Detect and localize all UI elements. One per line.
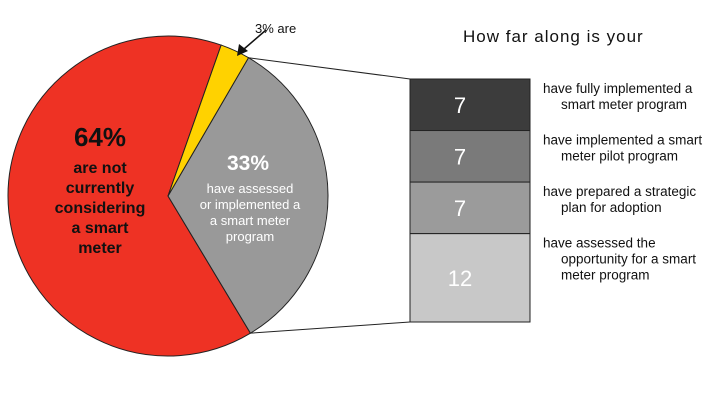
chart-title: How far along is your xyxy=(463,27,644,46)
pie: 64% are not currently considering a smart met… xyxy=(7,21,329,357)
breakdown-description-line: opportunity for a smart xyxy=(561,252,696,267)
breakdown-description-line: have prepared a strategic xyxy=(543,184,696,199)
breakdown-description-line: smart meter program xyxy=(561,97,687,112)
breakdown-value-label: 7 xyxy=(454,196,466,221)
breakdown-segment-1 xyxy=(409,78,531,132)
breakdown-description-line: plan for adoption xyxy=(561,200,662,215)
breakdown-value-label: 7 xyxy=(454,93,466,118)
pie-label-line-assessed: a smart meter xyxy=(210,213,291,228)
pie-label-line-not-considering: are not xyxy=(73,160,127,177)
breakdown-segment-3 xyxy=(409,181,531,235)
pie-slice-assessed-or-implemented xyxy=(167,57,329,334)
pie-label-line-not-considering: meter xyxy=(78,240,122,257)
breakdown-bar: 7 7 7 12 xyxy=(409,78,531,323)
connector-lines xyxy=(248,57,411,334)
pie-label-line-not-considering: currently xyxy=(66,180,135,197)
pie-label-line-not-considering: a smart xyxy=(72,220,130,237)
breakdown-segment-2 xyxy=(409,130,531,183)
pie-slice-small-share xyxy=(167,44,250,197)
breakdown-description-line: have fully implemented a xyxy=(543,81,693,96)
callout-arrow-line xyxy=(243,29,267,50)
breakdown-description-line: have assessed the xyxy=(543,236,656,251)
connector-top xyxy=(248,57,411,80)
callout-arrow-head xyxy=(237,44,248,56)
connector-bottom xyxy=(250,321,411,334)
pie-label-line-assessed: program xyxy=(226,229,274,244)
breakdown-description-line: meter pilot program xyxy=(561,149,678,164)
breakdown-value-label: 7 xyxy=(454,144,466,169)
pie-label-line-assessed: have assessed xyxy=(207,181,294,196)
pie-label-line-assessed: or implemented a xyxy=(200,197,301,212)
breakdown-segment-4 xyxy=(409,233,531,323)
pie-label-small-share: 3% are xyxy=(255,21,296,36)
pie-label-line-not-considering: considering xyxy=(55,200,146,217)
breakdown-value-label: 12 xyxy=(448,266,472,291)
pie-label-percent-assessed: 33% xyxy=(227,152,269,175)
pie-label-percent-not-considering: 64% xyxy=(74,122,126,152)
pie-slice-not-considering xyxy=(7,35,252,357)
breakdown-description-line: meter program xyxy=(561,268,650,283)
breakdown-description-line: have implemented a smart xyxy=(543,133,702,148)
